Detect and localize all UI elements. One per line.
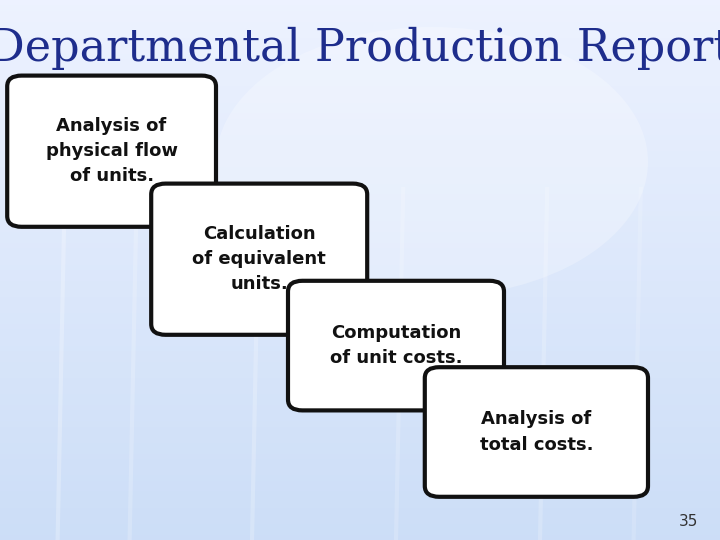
Text: Computation
of unit costs.: Computation of unit costs. bbox=[330, 324, 462, 367]
Text: Departmental Production Report: Departmental Production Report bbox=[0, 27, 720, 70]
Text: Calculation
of equivalent
units.: Calculation of equivalent units. bbox=[192, 225, 326, 293]
FancyBboxPatch shape bbox=[151, 184, 367, 335]
FancyBboxPatch shape bbox=[425, 367, 648, 497]
Text: 35: 35 bbox=[679, 514, 698, 529]
Text: Analysis of
physical flow
of units.: Analysis of physical flow of units. bbox=[45, 117, 178, 185]
Ellipse shape bbox=[216, 27, 648, 297]
Text: Analysis of
total costs.: Analysis of total costs. bbox=[480, 410, 593, 454]
FancyBboxPatch shape bbox=[7, 76, 216, 227]
FancyBboxPatch shape bbox=[288, 281, 504, 410]
